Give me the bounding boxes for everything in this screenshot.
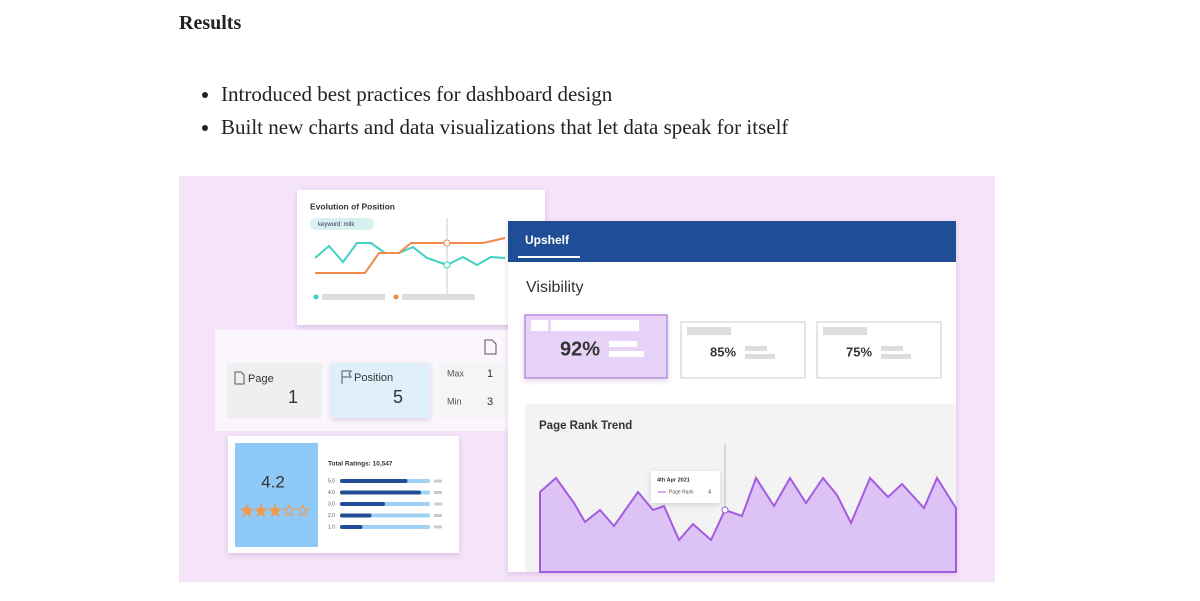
rating-fill — [340, 502, 385, 506]
point — [443, 239, 451, 247]
kpi-value: 75% — [846, 344, 872, 359]
trend-title: Page Rank Trend — [539, 420, 632, 432]
legend-dot — [313, 294, 319, 300]
brand: Upshelf — [525, 233, 570, 247]
metric-label: Page — [248, 373, 274, 385]
page-card — [227, 363, 322, 418]
bullet: Built new charts and data visualizations… — [221, 111, 788, 144]
filter-chip — [310, 218, 374, 230]
placeholder — [881, 354, 911, 359]
placeholder — [434, 502, 442, 506]
line-orange — [315, 237, 506, 274]
placeholder — [434, 514, 442, 517]
tooltip — [651, 471, 720, 503]
metric-value: 5 — [393, 387, 403, 407]
rating-fill — [340, 525, 363, 529]
kpi-value: 85% — [710, 344, 736, 359]
legend-dot — [393, 294, 399, 300]
metric-label: Max — [447, 368, 465, 378]
rating-level: 3.0 — [328, 501, 335, 507]
star — [296, 503, 310, 518]
placeholder — [823, 327, 867, 335]
point — [721, 506, 729, 514]
card-title: Evolution of Position — [310, 201, 395, 211]
rating-track — [340, 525, 430, 529]
kpi-value: 92% — [560, 338, 600, 360]
position-metric-card — [331, 363, 430, 418]
point — [443, 261, 451, 269]
minmax-card — [438, 363, 505, 418]
rating-rows: 5.0 4.0 3.0 2.0 1.0 — [328, 478, 442, 530]
line-teal — [314, 242, 506, 267]
placeholder — [745, 354, 775, 359]
placeholder — [434, 479, 442, 483]
placeholder — [609, 351, 644, 357]
placeholder — [609, 341, 637, 347]
rating-level: 1.0 — [328, 524, 335, 530]
section-title: Results — [179, 12, 242, 34]
rating-fill — [340, 490, 421, 495]
rating-box — [235, 443, 318, 547]
tooltip-value: 4 — [708, 489, 711, 495]
metric-value: 1 — [487, 368, 493, 380]
placeholder — [551, 320, 639, 331]
filter-chip-text: keyword: milk — [318, 222, 355, 228]
flag-icon — [341, 370, 352, 384]
placeholder — [687, 327, 731, 335]
stars — [240, 503, 310, 518]
ratings-total: Total Ratings: 10,547 — [328, 461, 393, 468]
metric-label: Min — [447, 396, 462, 406]
bullet: Introduced best practices for dashboard … — [221, 78, 788, 111]
trend-area — [539, 475, 957, 573]
placeholder — [434, 491, 442, 494]
placeholder — [402, 294, 475, 300]
app-header — [508, 221, 956, 262]
rating-value: 4.2 — [261, 472, 285, 491]
bullet-list: Introduced best practices for dashboard … — [202, 78, 788, 144]
star — [240, 503, 254, 518]
tooltip-series: Page Rank — [669, 489, 694, 495]
tooltip-date: 4th Apr 2021 — [657, 477, 690, 483]
placeholder — [881, 346, 903, 351]
placeholder — [434, 525, 442, 529]
star — [268, 503, 282, 518]
rating-level: 2.0 — [328, 513, 335, 519]
rating-fill — [340, 513, 372, 518]
metric-value: 1 — [288, 387, 298, 407]
placeholder — [745, 346, 767, 351]
doc-icon — [484, 339, 497, 355]
tab-underline — [518, 256, 580, 258]
page-icon — [234, 371, 245, 385]
placeholder — [322, 294, 385, 300]
star — [254, 503, 268, 518]
rating-level: 5.0 — [328, 478, 335, 484]
placeholder — [531, 320, 548, 331]
star — [282, 503, 296, 518]
rating-fill — [340, 479, 408, 483]
metric-value: 3 — [487, 396, 493, 408]
section-heading: Visibility — [526, 279, 584, 296]
metric-label: Position — [354, 372, 393, 384]
rating-level: 4.0 — [328, 490, 335, 496]
